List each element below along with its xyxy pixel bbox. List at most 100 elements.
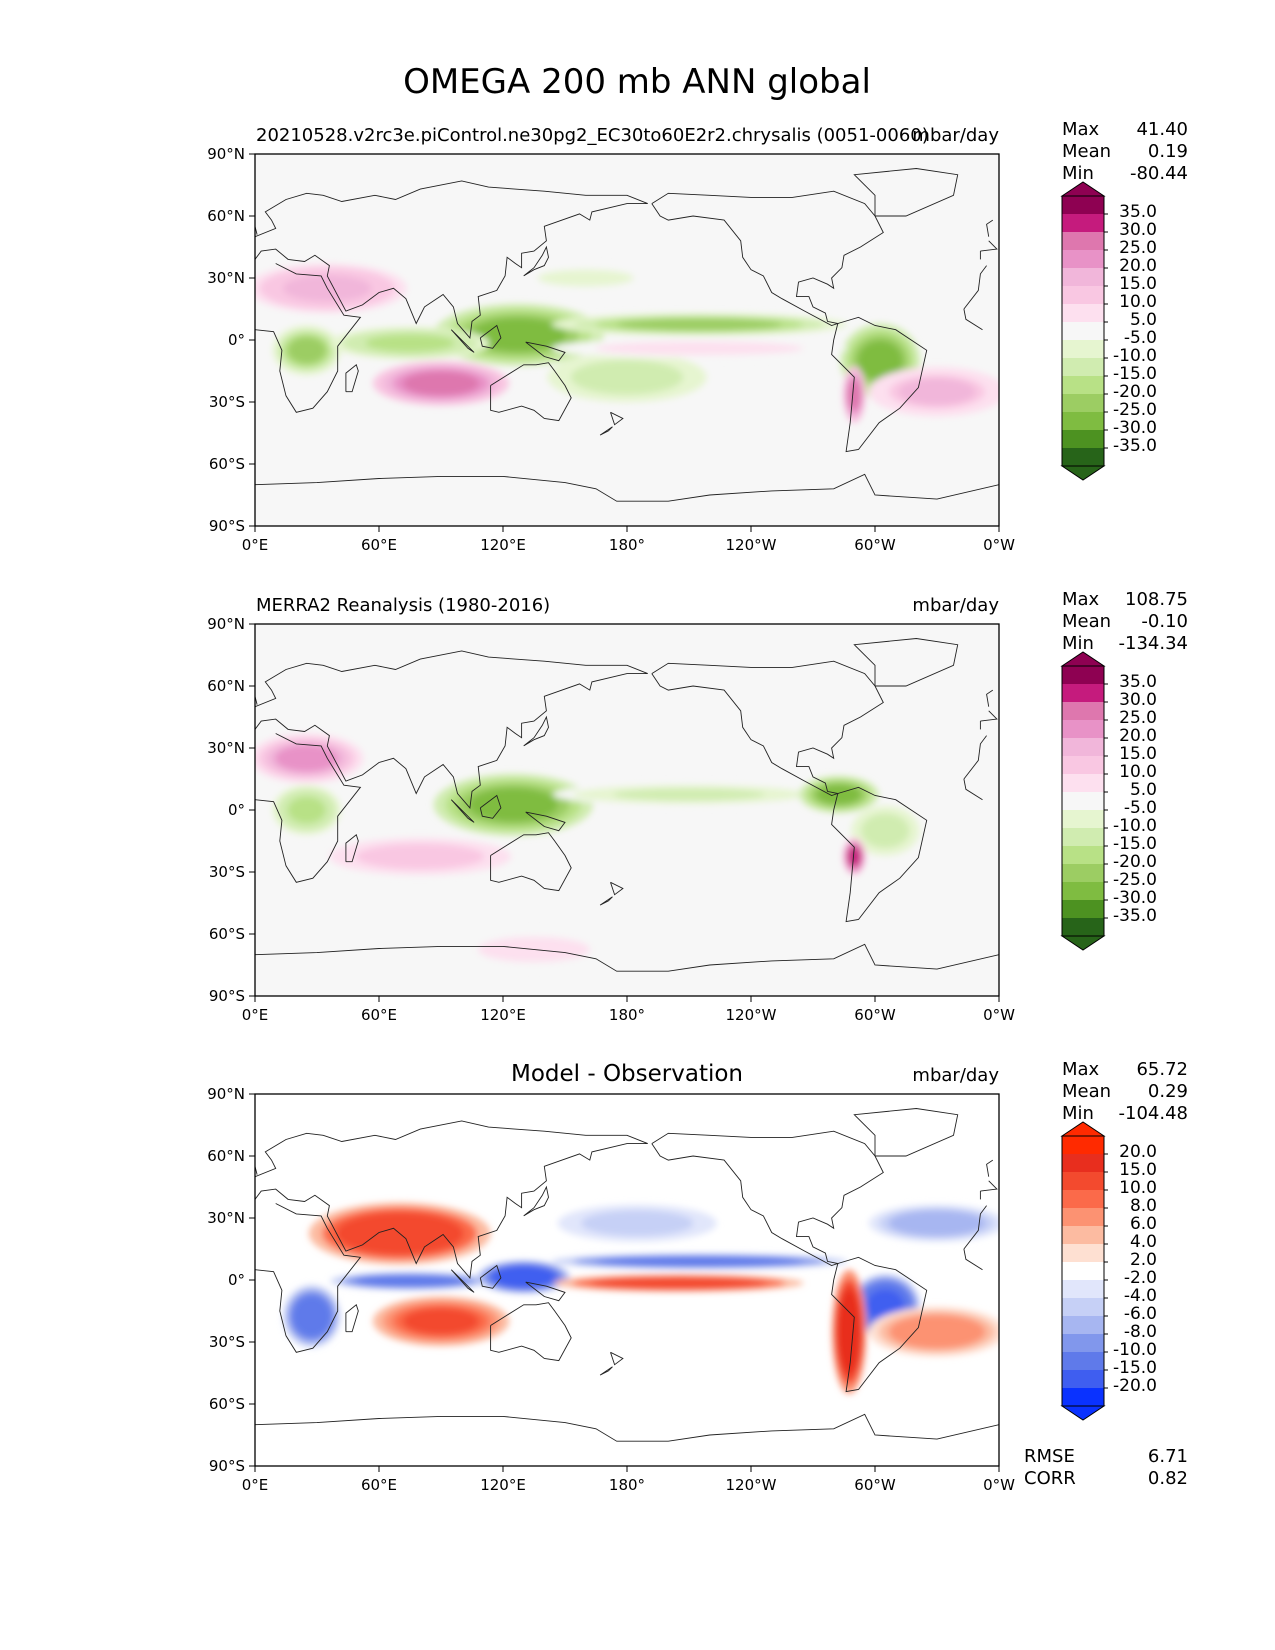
y-tick-label: 60°N: [207, 1147, 245, 1165]
y-tick-label: 60°S: [209, 1395, 245, 1413]
y-tick-label: 60°N: [207, 207, 245, 225]
colorbar-segment: [1062, 250, 1104, 269]
coastline-11: [831, 1256, 928, 1393]
panel-obs-colorbar: 35.030.025.020.015.010.05.0-5.0-10.0-15.…: [1060, 651, 1157, 951]
colorbar-segment: [1062, 900, 1104, 919]
metric-corr-label: CORR: [1024, 1468, 1076, 1489]
panel-model-axes: 0°E 60°E 120°E 180° 120°W 60°W 0°W 90°N 60°N 30°N…: [207, 145, 1015, 554]
field-blobs: [283, 1202, 999, 1394]
coastline-0: [963, 265, 987, 310]
coastline-12: [255, 1413, 999, 1442]
y-tick-label: 60°S: [209, 925, 245, 943]
coastline-5: [525, 811, 566, 832]
colorbar-segment: [1062, 1172, 1104, 1191]
field-feature-8: [839, 1298, 859, 1365]
stat-max-label: Max: [1062, 1059, 1100, 1080]
coastline-14: [345, 1304, 359, 1333]
field-feature-5: [275, 745, 339, 772]
colorbar-segment: [1062, 1190, 1104, 1209]
stat-mean-label: Mean: [1062, 141, 1111, 162]
colorbar-segment: [1062, 1154, 1104, 1173]
stat-min-value: -104.48: [1119, 1103, 1188, 1124]
field-feature-0: [469, 788, 558, 822]
panel-model-field: [255, 263, 999, 424]
field-feature-4: [866, 817, 905, 844]
coastline-9: [651, 660, 884, 796]
stat-min-label: Min: [1062, 633, 1094, 654]
y-tick-label: 60°S: [209, 455, 245, 473]
coastline-2: [523, 715, 549, 747]
field-feature-10: [617, 343, 782, 354]
colorbar-segment: [1062, 358, 1104, 377]
field-feature-6: [369, 846, 471, 867]
colorbar-segment: [1062, 666, 1104, 685]
colorbar-tick-label: 10.0: [1119, 1178, 1157, 1198]
coastline-0: [963, 735, 987, 780]
colorbar-tick-label: -20.0: [1113, 382, 1157, 402]
colorbar-tick-label: 15.0: [1119, 274, 1157, 294]
stat-min-value: -80.44: [1130, 163, 1188, 184]
colorbar-segment: [1062, 1136, 1104, 1155]
y-tick-label: 30°N: [207, 1209, 245, 1227]
coastline-9: [651, 1130, 884, 1266]
field-feature-11: [547, 271, 624, 285]
colorbar-tick-label: -15.0: [1113, 1358, 1157, 1378]
colorbar-frame: [1061, 1135, 1105, 1407]
coastline-6: [490, 832, 572, 892]
colorbar-segment: [1062, 1262, 1104, 1281]
field-feature-2: [816, 784, 861, 805]
coastline-1: [980, 710, 998, 722]
coastline-3: [450, 329, 475, 353]
x-tick-label: 60°W: [854, 1476, 896, 1494]
stat-max-label: Max: [1062, 589, 1100, 610]
stat-mean-value: -0.10: [1141, 611, 1188, 632]
colorbar-extend-top: [1060, 181, 1106, 197]
field-feature-9: [899, 1318, 975, 1345]
coastline-10: [853, 168, 959, 217]
metric-rmse-label: RMSE: [1024, 1446, 1075, 1467]
coastline-8: [599, 896, 613, 906]
colorbar-extend-bottom: [1060, 1405, 1106, 1421]
panel-obs-coastlines: [255, 638, 999, 972]
field-feature-3: [287, 796, 326, 824]
field-feature-3: [296, 1299, 328, 1333]
colorbar-tick-label: 30.0: [1119, 690, 1157, 710]
panel-diff-colorbar: 20.015.010.08.06.04.02.0-2.0-4.0-6.0-8.0…: [1060, 1121, 1157, 1421]
metric-rmse-value: 6.71: [1148, 1446, 1188, 1467]
y-tick-label: 30°S: [209, 863, 245, 881]
coastline-2: [523, 245, 549, 277]
field-feature-4: [365, 334, 455, 352]
field-feature-6: [403, 371, 479, 396]
coastline-7: [610, 881, 624, 896]
colorbar-tick-label: -8.0: [1124, 1322, 1157, 1342]
colorbar-tick-label: 35.0: [1119, 202, 1157, 222]
colorbar-segment: [1062, 304, 1104, 323]
coastline-1: [255, 650, 648, 809]
stat-min-label: Min: [1062, 1103, 1094, 1124]
colorbar-tick-label: -30.0: [1113, 888, 1157, 908]
coastline-6: [490, 362, 572, 422]
coastline-8: [599, 1366, 613, 1376]
coastline-12: [255, 943, 999, 972]
colorbar-tick-label: 25.0: [1119, 238, 1157, 258]
colorbar-tick-label: -20.0: [1113, 1376, 1157, 1396]
colorbar-segment: [1062, 846, 1104, 865]
coastline-14: [345, 834, 359, 863]
x-tick-label: 0°W: [983, 1006, 1015, 1024]
colorbar-segment: [1062, 448, 1104, 467]
field-feature-3: [287, 337, 326, 364]
coastline-4: [479, 794, 502, 819]
coastline-12: [255, 473, 999, 502]
stat-max-value: 65.72: [1136, 1059, 1188, 1080]
y-tick-label: 90°N: [207, 1085, 245, 1103]
coastline-0: [255, 733, 362, 883]
colorbar-segment: [1062, 720, 1104, 739]
colorbar-segment: [1062, 376, 1104, 395]
panel-model-title: 20210528.v2rc3e.piControl.ne30pg2_EC30to…: [256, 125, 929, 146]
stat-min-label: Min: [1062, 163, 1094, 184]
panel-obs-units: mbar/day: [912, 595, 999, 616]
colorbar-segment: [1062, 756, 1104, 775]
colorbar-frame: [1061, 195, 1105, 467]
x-tick-label: 0°W: [983, 536, 1015, 554]
